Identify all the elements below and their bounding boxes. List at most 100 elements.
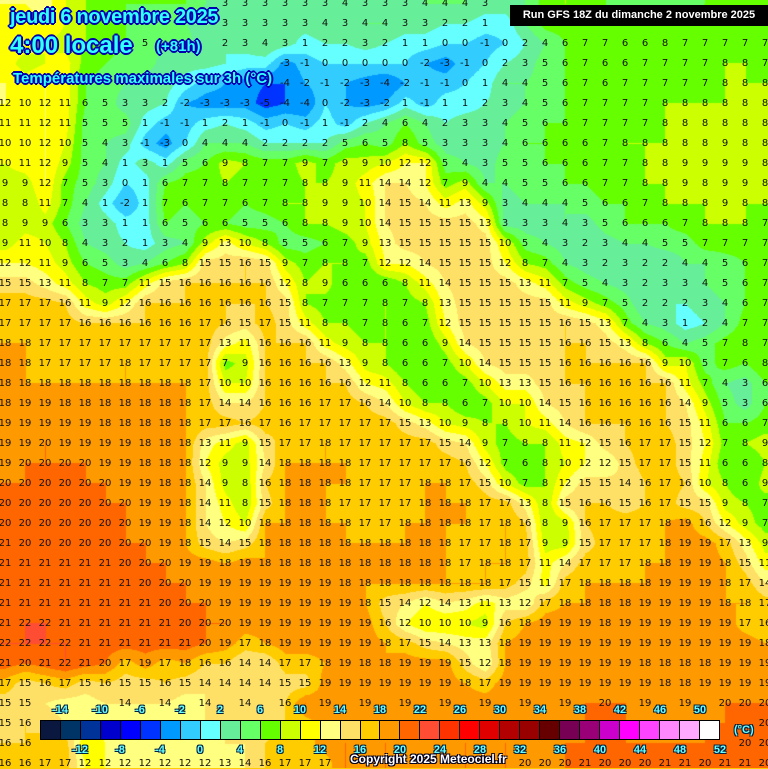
grid-value: 18	[318, 458, 332, 469]
grid-value: 16	[338, 378, 352, 389]
grid-value: 5	[381, 138, 389, 149]
grid-value: 8	[741, 58, 749, 69]
grid-value: 6	[621, 218, 629, 229]
grid-value: -3	[220, 98, 230, 109]
grid-value: 4	[421, 118, 429, 129]
grid-value: 4	[141, 258, 149, 269]
grid-value: 15	[578, 478, 592, 489]
grid-value: 19	[218, 638, 232, 649]
grid-value: 18	[638, 658, 652, 669]
grid-value: 10	[438, 618, 452, 629]
grid-value: 7	[741, 38, 749, 49]
grid-value: 15	[238, 538, 252, 549]
grid-value: 3	[521, 58, 529, 69]
grid-value: 13	[38, 278, 52, 289]
grid-value: 19	[358, 618, 372, 629]
grid-value: 11	[378, 378, 392, 389]
grid-value: 19	[218, 578, 232, 589]
grid-value: 17	[418, 458, 432, 469]
grid-value: 6	[421, 378, 429, 389]
grid-value: 19	[438, 678, 452, 689]
grid-value: 19	[358, 678, 372, 689]
grid-value: 10	[238, 378, 252, 389]
grid-value: 11	[558, 298, 572, 309]
grid-value: 6	[521, 138, 529, 149]
grid-value: 18	[518, 618, 532, 629]
grid-value: 3	[521, 218, 529, 229]
grid-value: 17	[638, 518, 652, 529]
grid-value: 2	[461, 18, 469, 29]
grid-value: 3	[341, 18, 349, 29]
grid-value: 19	[158, 518, 172, 529]
grid-value: 19	[398, 678, 412, 689]
grid-value: 11	[58, 278, 72, 289]
grid-value: 10	[398, 398, 412, 409]
grid-value: 21	[138, 618, 152, 629]
grid-value: 11	[698, 418, 712, 429]
grid-value: 10	[0, 138, 12, 149]
grid-value: 17	[198, 398, 212, 409]
grid-value: 21	[158, 618, 172, 629]
grid-value: 17	[158, 358, 172, 369]
grid-value: 20	[38, 518, 52, 529]
grid-value: 9	[321, 278, 329, 289]
grid-value: 18	[438, 498, 452, 509]
grid-value: 17	[18, 298, 32, 309]
grid-value: 19	[678, 638, 692, 649]
grid-value: 9	[201, 238, 209, 249]
grid-value: 10	[218, 378, 232, 389]
grid-value: 9	[481, 438, 489, 449]
grid-value: 9	[221, 458, 229, 469]
grid-value: 19	[678, 558, 692, 569]
grid-value: 21	[138, 638, 152, 649]
grid-value: 14	[758, 578, 768, 589]
grid-value: 11	[58, 98, 72, 109]
grid-value: 15	[538, 338, 552, 349]
grid-value: 10	[18, 98, 32, 109]
grid-value: 11	[38, 258, 52, 269]
grid-value: 6	[161, 218, 169, 229]
grid-value: 9	[741, 178, 749, 189]
grid-value: 11	[538, 578, 552, 589]
grid-value: 12	[18, 258, 32, 269]
grid-value: 8	[741, 498, 749, 509]
legend-label-top: 30	[493, 704, 507, 716]
grid-value: 19	[498, 678, 512, 689]
grid-value: -3	[240, 98, 250, 109]
grid-value: 15	[478, 338, 492, 349]
grid-value: 19	[578, 618, 592, 629]
grid-value: 20	[78, 498, 92, 509]
grid-value: 18	[318, 538, 332, 549]
grid-value: 17	[278, 438, 292, 449]
grid-value: 7	[321, 158, 329, 169]
grid-value: 8	[221, 178, 229, 189]
grid-value: 16	[658, 378, 672, 389]
grid-value: 20	[78, 518, 92, 529]
grid-value: 18	[598, 618, 612, 629]
grid-value: 18	[638, 578, 652, 589]
grid-value: 7	[761, 338, 768, 349]
grid-value: 16	[638, 378, 652, 389]
legend-label-top: -10	[92, 704, 108, 716]
grid-value: 14	[238, 678, 252, 689]
grid-value: 19	[418, 658, 432, 669]
grid-value: 2	[221, 38, 229, 49]
grid-value: 22	[0, 638, 12, 649]
grid-value: 1	[201, 118, 209, 129]
grid-value: 18	[258, 538, 272, 549]
grid-value: 14	[418, 258, 432, 269]
grid-value: 5	[421, 138, 429, 149]
grid-value: 10	[38, 238, 52, 249]
grid-value: 9	[101, 298, 109, 309]
grid-value: 17	[658, 478, 672, 489]
grid-value: 15	[478, 278, 492, 289]
grid-value: 8	[401, 278, 409, 289]
grid-value: 13	[458, 638, 472, 649]
grid-value: 20	[198, 638, 212, 649]
grid-value: 17	[618, 558, 632, 569]
grid-value: -1	[460, 58, 470, 69]
grid-value: 13	[218, 238, 232, 249]
grid-value: 17	[558, 578, 572, 589]
grid-value: 20	[638, 758, 652, 769]
grid-value: 21	[178, 638, 192, 649]
